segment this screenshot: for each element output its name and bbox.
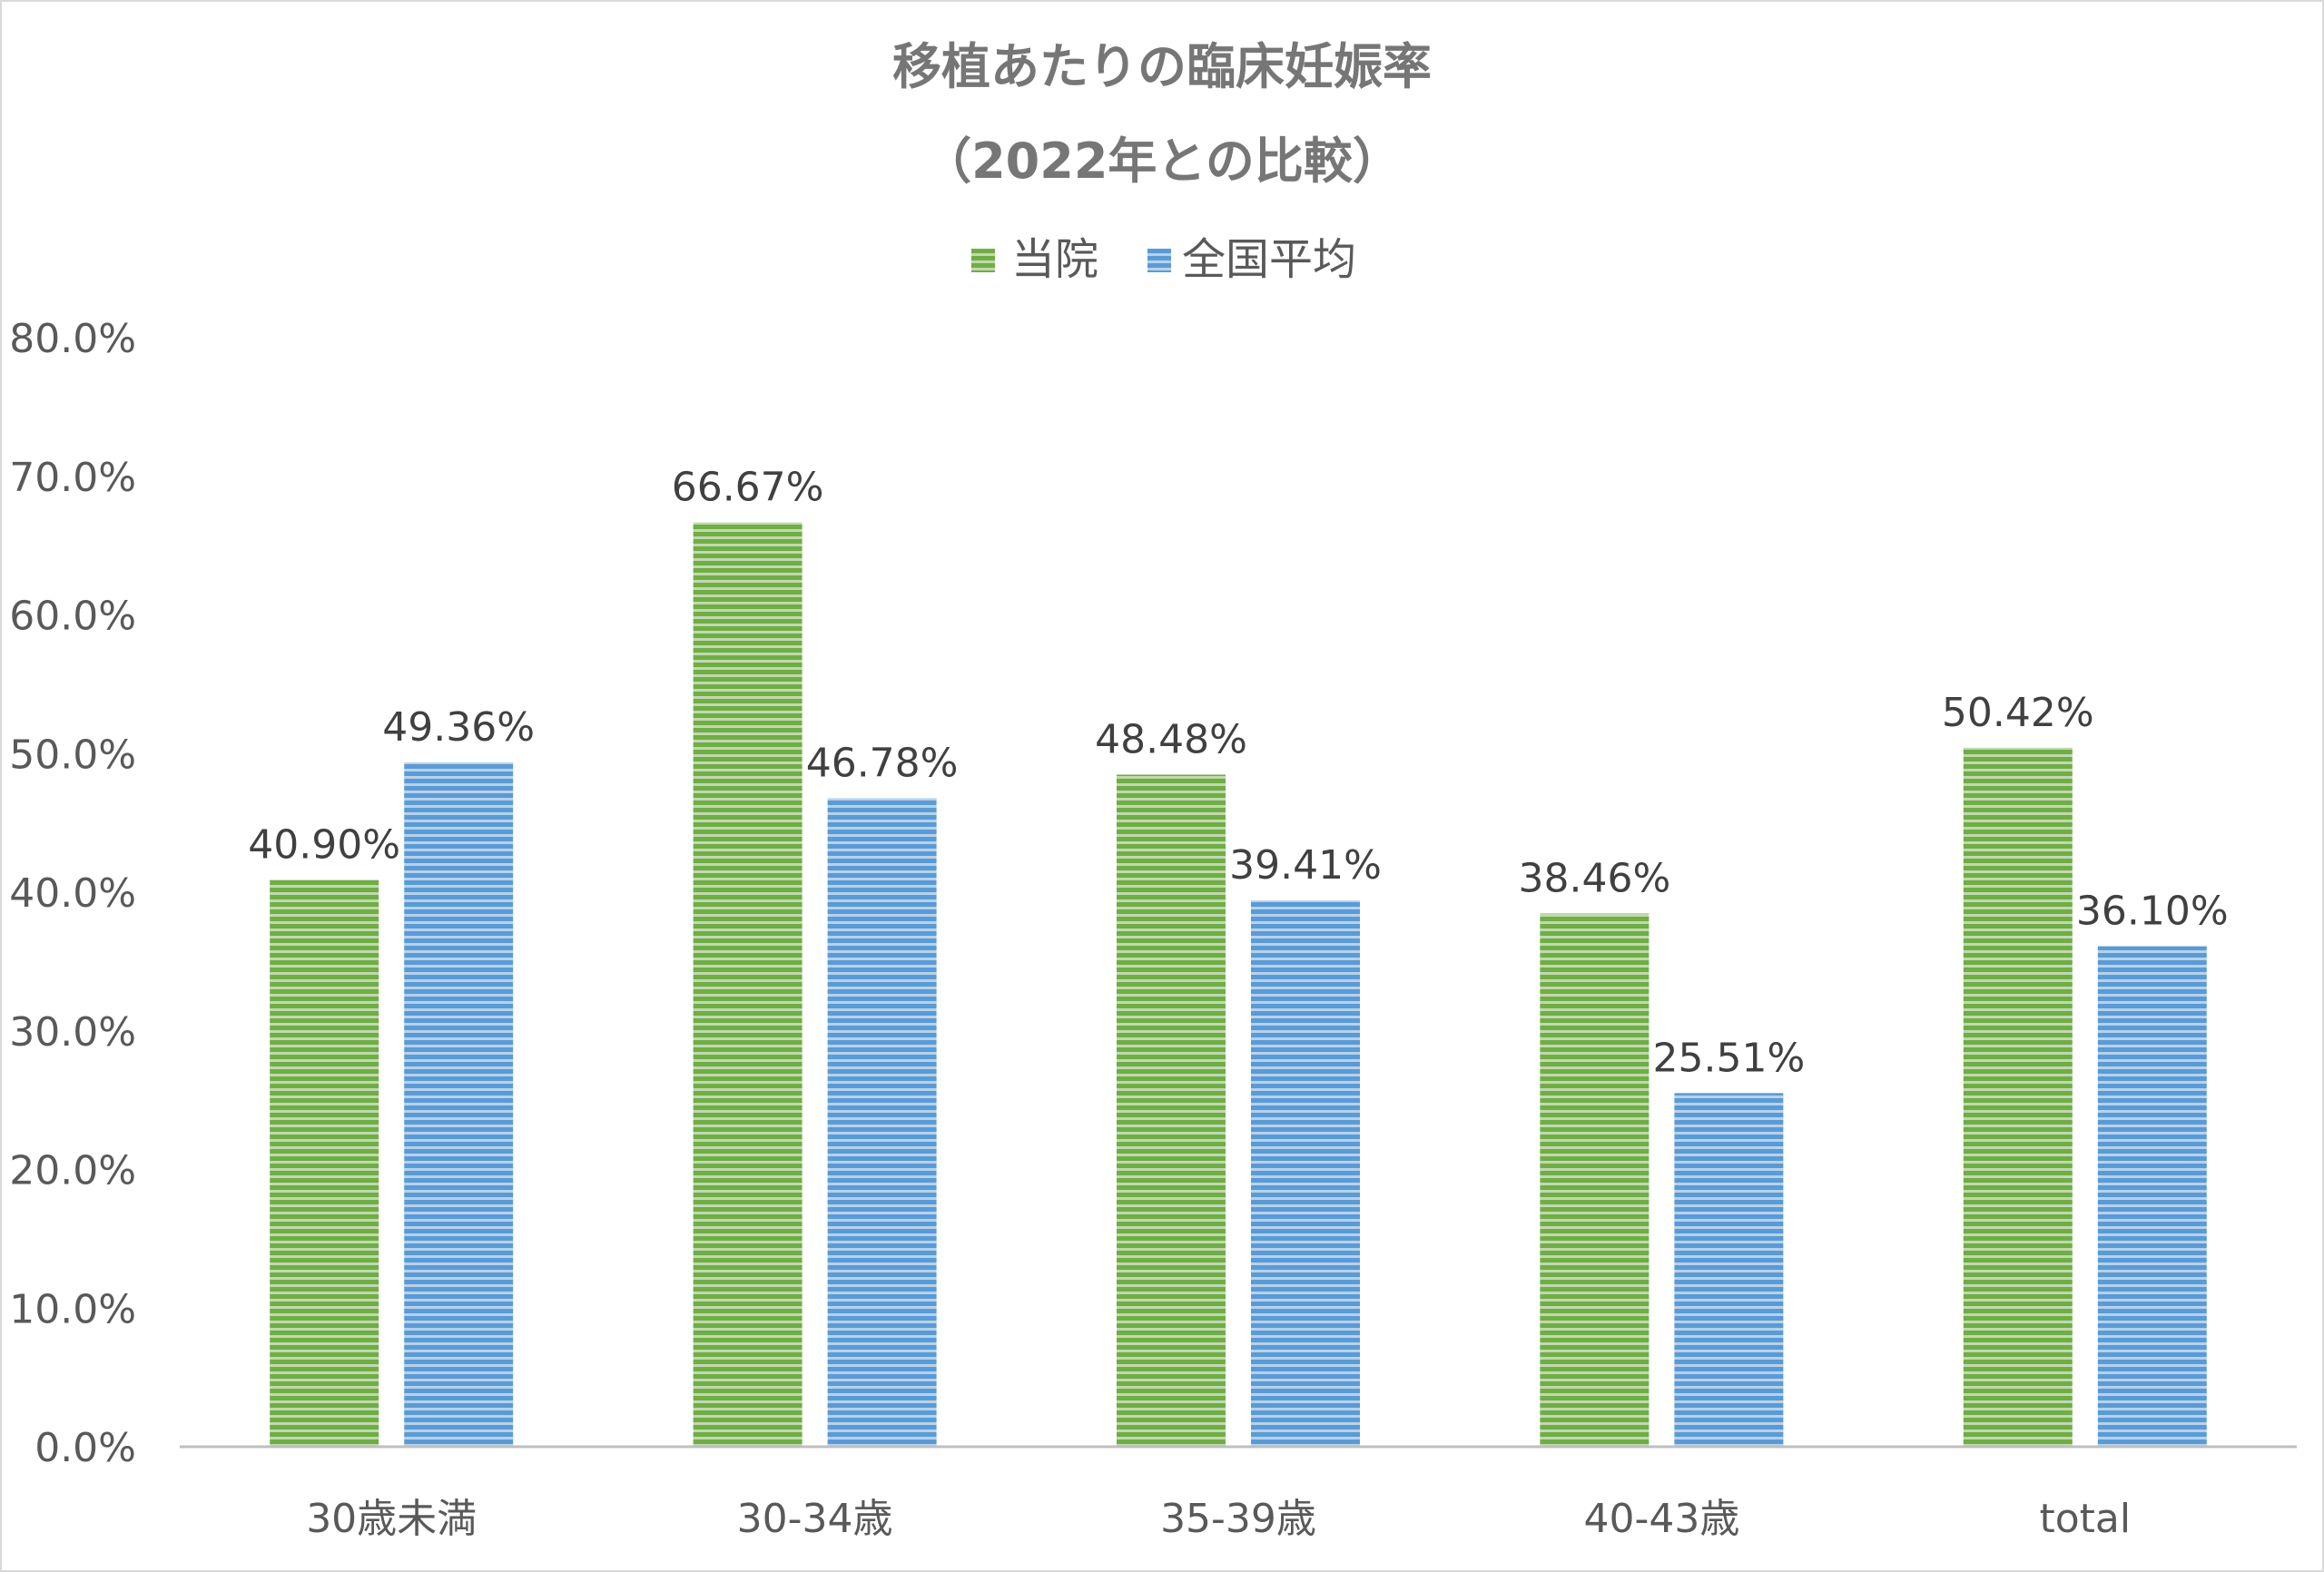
data-label-1-0: 49.36% — [382, 704, 535, 751]
bar-0-0 — [270, 879, 379, 1447]
data-label-0-3: 38.46% — [1519, 856, 1671, 902]
bar-1-0 — [404, 762, 514, 1447]
legend-swatch-1 — [1147, 249, 1171, 272]
bar-1-4 — [2097, 946, 2207, 1447]
data-label-0-4: 50.42% — [1942, 690, 2094, 736]
y-tick-label: 50.0% — [9, 732, 136, 778]
data-label-1-3: 25.51% — [1653, 1035, 1806, 1081]
bar-1-2 — [1251, 900, 1360, 1447]
legend-label-1: 全国平均 — [1182, 234, 1356, 285]
legend-label-0: 当院 — [1011, 234, 1098, 285]
x-axis: 30歳未満 30-34歳 35-39歳 40-43歳 total — [180, 1445, 2297, 1542]
bar-0-3 — [1540, 913, 1649, 1447]
legend: 当院 全国平均 — [971, 234, 1356, 285]
x-tick-label: 40-43歳 — [1583, 1496, 1739, 1542]
data-label-0-1: 66.67% — [672, 465, 824, 511]
bar-1-1 — [827, 798, 937, 1447]
bars: 40.90% 49.36% 66.67% 46.78% 48.48% 39.41% 38.4… — [248, 465, 2229, 1447]
y-tick-label: 70.0% — [9, 455, 136, 501]
x-tick-label: 35-39歳 — [1160, 1496, 1316, 1542]
data-label-0-2: 48.48% — [1095, 716, 1247, 762]
y-tick-label: 20.0% — [9, 1148, 136, 1194]
data-label-1-1: 46.78% — [806, 740, 959, 786]
bar-0-4 — [1963, 747, 2073, 1447]
y-axis: 0.0% 10.0% 20.0% 30.0% 40.0% 50.0% 60.0% 70.0% 8… — [9, 316, 136, 1471]
y-tick-label: 10.0% — [9, 1286, 136, 1332]
bar-1-3 — [1674, 1093, 1784, 1447]
bar-0-2 — [1117, 774, 1226, 1447]
y-tick-label: 40.0% — [9, 870, 136, 917]
y-tick-label: 30.0% — [9, 1009, 136, 1056]
chart-title: 移植あたりの臨床妊娠率 — [892, 38, 1432, 95]
data-label-0-0: 40.90% — [248, 821, 400, 868]
bar-0-1 — [693, 522, 803, 1447]
x-tick-label: 30-34歳 — [737, 1496, 893, 1542]
x-tick-label: 30歳未満 — [306, 1496, 477, 1542]
y-tick-label: 60.0% — [9, 594, 136, 640]
data-label-1-2: 39.41% — [1229, 842, 1382, 889]
chart-subtitle: （2022年との比較） — [922, 133, 1402, 190]
y-tick-label: 0.0% — [34, 1425, 136, 1471]
y-tick-label: 80.0% — [9, 316, 136, 362]
x-tick-label: total — [2039, 1496, 2131, 1542]
data-label-1-4: 36.10% — [2076, 889, 2229, 935]
legend-swatch-0 — [971, 249, 995, 272]
